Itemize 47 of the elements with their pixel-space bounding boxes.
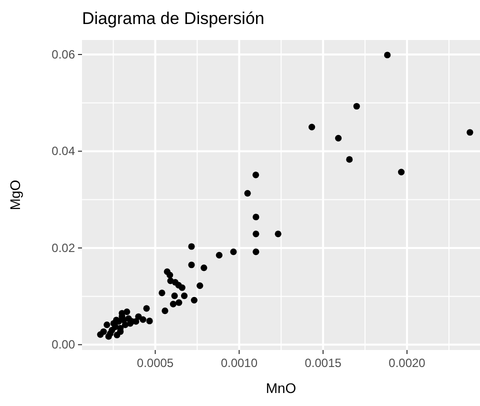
point — [188, 243, 195, 250]
point — [140, 316, 146, 323]
point — [100, 328, 107, 335]
point — [188, 262, 195, 268]
point — [143, 305, 150, 312]
point — [106, 330, 114, 337]
chart-title: Diagrama de Dispersión — [82, 9, 264, 28]
point — [384, 52, 391, 58]
y-tick-label: 0.06 — [52, 48, 76, 62]
point — [196, 282, 204, 289]
y-tick-label: 0.02 — [52, 240, 76, 255]
point — [398, 168, 405, 176]
point — [180, 292, 188, 300]
point — [308, 124, 316, 130]
point — [252, 230, 260, 238]
y-axis-title: MgO — [7, 180, 23, 210]
point — [104, 322, 110, 328]
point — [244, 190, 251, 197]
point — [200, 264, 208, 272]
point — [353, 102, 360, 110]
point — [466, 129, 474, 136]
point — [230, 248, 237, 256]
point — [335, 134, 342, 142]
point — [162, 308, 168, 314]
x-axis-title: MnO — [266, 380, 296, 396]
x-tick-label: 0.0005 — [136, 356, 174, 370]
point — [146, 318, 153, 324]
point — [158, 290, 166, 296]
point — [190, 296, 198, 304]
point — [135, 313, 142, 320]
x-tick-label: 0.0020 — [388, 356, 426, 370]
y-tick-label: 0.04 — [52, 144, 76, 158]
point — [252, 172, 260, 178]
point — [274, 230, 282, 238]
x-tick-label: 0.0010 — [220, 356, 258, 370]
point — [170, 300, 177, 308]
point — [114, 332, 120, 338]
point — [216, 252, 222, 259]
point — [252, 214, 260, 220]
x-tick-label: 0.0015 — [304, 356, 342, 370]
point — [252, 248, 260, 256]
point — [171, 292, 178, 300]
point — [346, 156, 353, 163]
point — [178, 284, 186, 291]
point — [176, 299, 182, 306]
y-tick-label: 0.00 — [52, 338, 76, 352]
point — [166, 272, 174, 278]
